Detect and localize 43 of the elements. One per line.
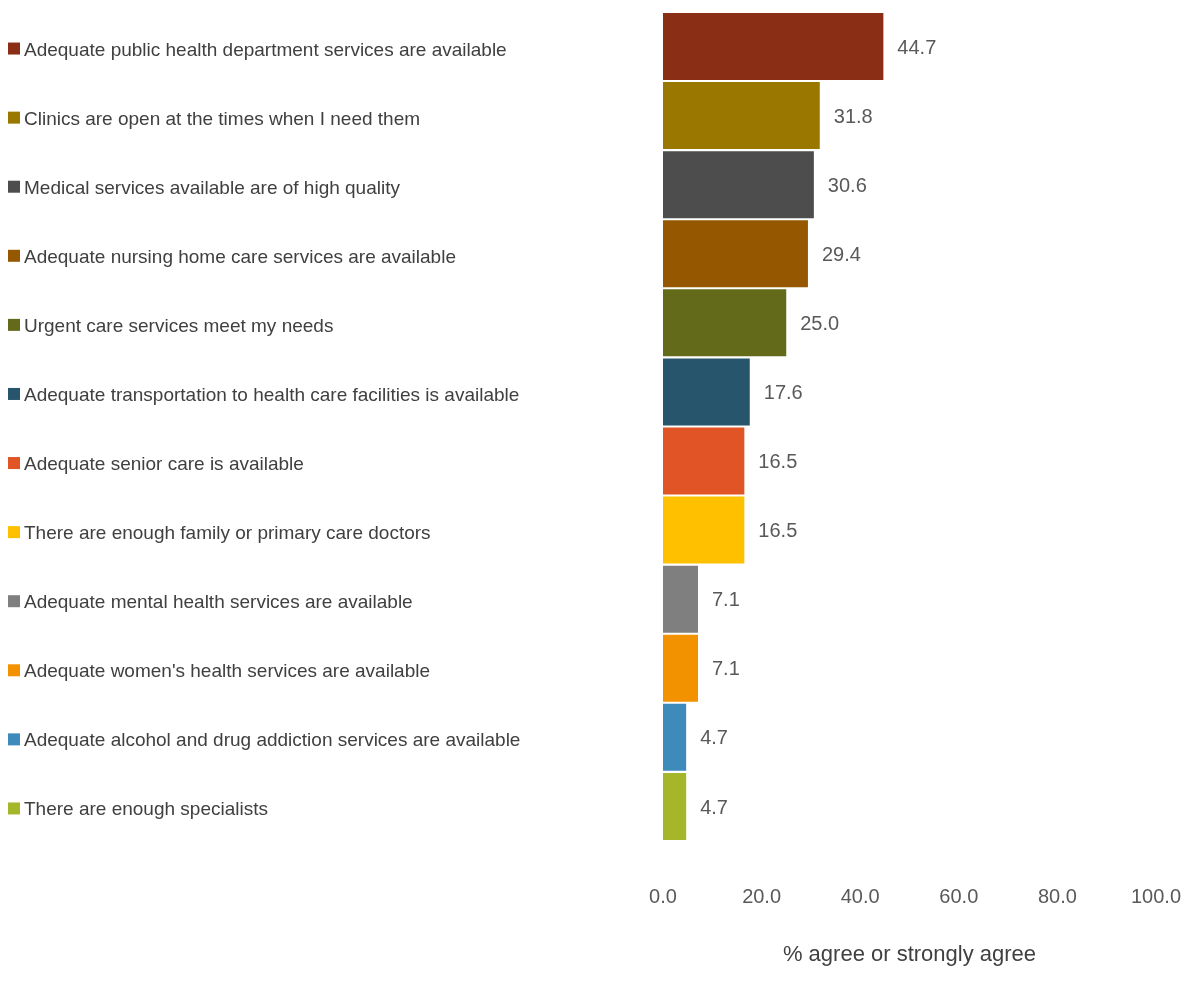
y-tick-label: Adequate public health department services are available <box>24 38 507 60</box>
bar <box>663 220 808 288</box>
data-label: 31.8 <box>833 104 873 127</box>
x-tick-label: 40.0 <box>840 885 880 908</box>
data-label: 4.7 <box>700 726 728 749</box>
x-tick-label: 60.0 <box>939 885 979 908</box>
bar <box>663 358 750 426</box>
data-label: 16.5 <box>758 519 798 542</box>
y-tick-label: Adequate nursing home care services are available <box>24 245 456 267</box>
bar <box>663 427 745 495</box>
y-tick-label: There are enough specialists <box>24 798 268 820</box>
y-tick-label: Adequate senior care is available <box>24 453 304 475</box>
x-tick-label: 100.0 <box>1130 885 1182 908</box>
y-tick-label: Adequate alcohol and drug addiction services are available <box>24 729 521 751</box>
x-tick-label: 0.0 <box>649 885 677 908</box>
bar <box>663 82 820 150</box>
bar <box>663 151 814 219</box>
data-label: 44.7 <box>897 35 937 58</box>
y-tick-label: Medical services available are of high quality <box>24 176 401 198</box>
x-axis-title: % agree or strongly agree <box>782 941 1037 966</box>
bar <box>663 565 698 633</box>
y-tick-label: There are enough family or primary care doctors <box>24 522 431 544</box>
bar <box>663 703 687 771</box>
bar <box>663 634 698 702</box>
y-tick-label: Adequate mental health services are available <box>24 591 413 613</box>
y-tick-label: Urgent care services meet my needs <box>24 314 334 336</box>
data-label: 29.4 <box>821 242 861 265</box>
bar <box>663 496 745 564</box>
x-tick-label: 80.0 <box>1037 885 1077 908</box>
data-label: 16.5 <box>758 450 798 473</box>
data-label: 30.6 <box>827 173 867 196</box>
y-tick-label: Clinics are open at the times when I need them <box>24 107 421 129</box>
bar <box>663 289 787 357</box>
data-label: 25.0 <box>800 311 840 334</box>
bar <box>663 772 687 840</box>
data-label: 17.6 <box>763 381 803 404</box>
y-tick-label: Adequate women's health services are available <box>24 660 431 682</box>
bar <box>663 13 884 80</box>
data-label: 7.1 <box>712 588 740 611</box>
data-label: 4.7 <box>700 795 728 818</box>
x-tick-label: 20.0 <box>742 885 782 908</box>
y-tick-label: Adequate transportation to health care facilities is available <box>24 383 520 405</box>
data-label: 7.1 <box>712 657 740 680</box>
